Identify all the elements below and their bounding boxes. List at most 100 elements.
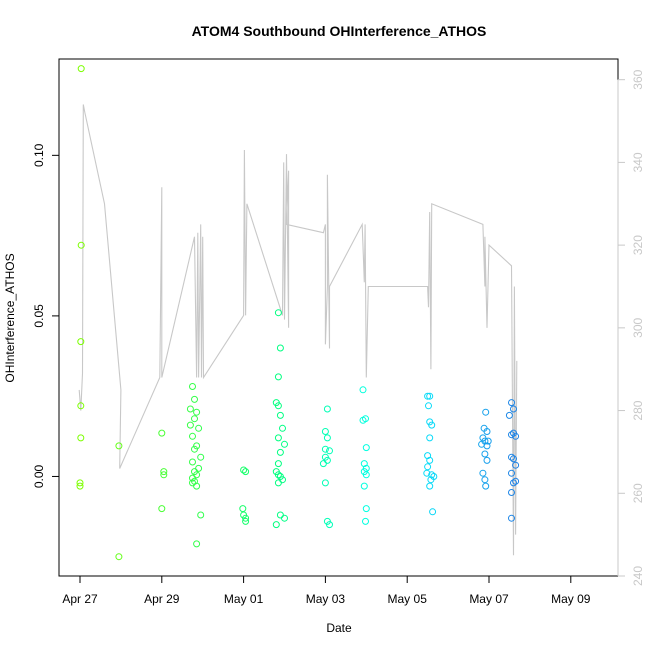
data-point xyxy=(323,405,331,413)
secondary-series-line xyxy=(78,104,518,556)
y2-tick-label: 340 xyxy=(631,152,645,172)
data-point xyxy=(195,424,203,432)
y-tick-label: 0.10 xyxy=(32,143,46,167)
data-point xyxy=(505,411,513,419)
data-point xyxy=(483,456,491,464)
data-point xyxy=(115,553,123,561)
data-point xyxy=(158,429,166,437)
x-tick-label: May 09 xyxy=(551,592,591,606)
data-point xyxy=(274,471,282,479)
data-point xyxy=(424,392,432,400)
data-point xyxy=(362,505,370,513)
data-point xyxy=(240,466,248,474)
data-point xyxy=(276,448,284,456)
data-point xyxy=(77,402,85,410)
data-point xyxy=(508,489,515,496)
data-point xyxy=(189,383,196,390)
data-point xyxy=(510,479,517,487)
data-point xyxy=(160,471,168,479)
data-point xyxy=(479,469,487,477)
data-point xyxy=(508,431,515,439)
data-point xyxy=(274,402,282,410)
data-point xyxy=(428,471,436,479)
data-point xyxy=(323,434,331,442)
data-point xyxy=(359,416,367,424)
data-point xyxy=(321,445,329,453)
data-point xyxy=(319,460,327,468)
secondary-line-layer xyxy=(78,104,518,556)
data-point xyxy=(242,517,250,525)
data-point xyxy=(276,344,284,352)
data-point xyxy=(76,479,84,487)
data-point xyxy=(428,421,436,429)
y2-tick-label: 240 xyxy=(631,566,645,586)
data-point xyxy=(362,471,370,479)
data-point xyxy=(276,411,284,419)
data-point xyxy=(508,453,515,461)
data-point xyxy=(512,432,520,440)
data-point xyxy=(326,447,333,455)
data-point xyxy=(512,477,520,485)
data-point xyxy=(281,440,288,448)
data-point xyxy=(191,445,198,453)
data-point xyxy=(362,517,369,525)
axes-layer: Apr 27 Apr 29 May 01 May 03 May 05 May 07 May … xyxy=(32,69,645,606)
x-tick-label: May 07 xyxy=(469,592,509,606)
data-point xyxy=(482,482,490,490)
data-point xyxy=(508,514,515,522)
y2-tick-label: 280 xyxy=(631,400,645,420)
data-point xyxy=(193,540,201,548)
data-point xyxy=(242,468,250,476)
y2-tick-label: 300 xyxy=(631,318,645,338)
data-point xyxy=(484,437,492,445)
data-point xyxy=(362,444,370,452)
x-tick-label: May 05 xyxy=(388,592,428,606)
data-point xyxy=(423,469,431,477)
data-point xyxy=(508,469,515,477)
data-point xyxy=(242,514,250,522)
y-axis-label: OHInterference_ATHOS xyxy=(3,253,17,382)
data-point xyxy=(274,460,282,468)
data-point xyxy=(482,408,490,416)
data-point xyxy=(510,455,517,463)
data-point xyxy=(158,505,166,513)
data-point xyxy=(426,392,434,400)
data-point xyxy=(77,241,85,249)
points-layer xyxy=(76,65,520,561)
data-point xyxy=(274,309,282,317)
data-point xyxy=(160,468,168,476)
data-point xyxy=(193,482,201,490)
data-point xyxy=(191,415,198,423)
data-point xyxy=(510,405,517,413)
data-point xyxy=(426,456,434,464)
data-point xyxy=(359,386,367,394)
data-point xyxy=(326,521,333,529)
data-point xyxy=(189,458,196,466)
data-point xyxy=(274,479,282,487)
y-tick-label: 0.05 xyxy=(32,304,46,328)
data-point xyxy=(427,476,435,484)
data-point xyxy=(77,434,85,442)
data-point xyxy=(115,442,123,450)
y2-tick-label: 320 xyxy=(631,235,645,255)
data-point xyxy=(279,424,286,432)
data-point xyxy=(186,405,194,413)
x-tick-label: May 01 xyxy=(224,592,264,606)
data-point xyxy=(483,442,491,450)
data-point xyxy=(426,434,434,442)
data-point xyxy=(189,432,196,440)
y2-tick-label: 260 xyxy=(631,483,645,503)
y2-tick-label: 360 xyxy=(631,69,645,89)
x-tick-label: May 03 xyxy=(306,592,346,606)
data-point xyxy=(426,482,434,490)
data-point xyxy=(321,479,329,487)
data-point xyxy=(512,461,520,469)
data-point xyxy=(77,65,85,73)
data-point xyxy=(77,338,85,346)
data-point xyxy=(191,395,198,403)
data-point xyxy=(186,421,194,429)
data-point xyxy=(483,428,491,435)
data-point xyxy=(429,508,437,516)
data-point xyxy=(508,399,515,407)
